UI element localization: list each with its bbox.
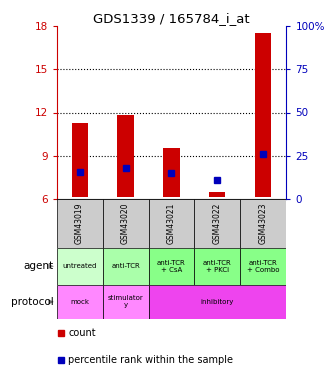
Bar — [57, 285, 103, 319]
Bar — [164, 148, 179, 197]
Text: GSM43020: GSM43020 — [121, 202, 130, 244]
Bar — [103, 199, 149, 248]
Text: agent: agent — [23, 261, 53, 271]
Bar — [103, 285, 149, 319]
Text: anti-TCR
+ PKCi: anti-TCR + PKCi — [203, 260, 232, 273]
Bar — [240, 248, 286, 285]
Title: GDS1339 / 165784_i_at: GDS1339 / 165784_i_at — [93, 12, 250, 25]
Bar — [240, 199, 286, 248]
Bar — [149, 199, 194, 248]
Text: GSM43021: GSM43021 — [167, 202, 176, 244]
Bar — [103, 248, 149, 285]
Bar — [209, 192, 225, 197]
Bar — [118, 115, 134, 197]
Text: anti-TCR
+ Combo: anti-TCR + Combo — [247, 260, 280, 273]
Bar — [72, 123, 88, 197]
Bar — [57, 248, 103, 285]
Bar — [149, 285, 286, 319]
Text: GSM43019: GSM43019 — [75, 202, 84, 244]
Text: anti-TCR
+ CsA: anti-TCR + CsA — [157, 260, 186, 273]
Bar — [194, 248, 240, 285]
Text: GSM43022: GSM43022 — [213, 202, 222, 244]
Text: mock: mock — [70, 299, 89, 305]
Bar — [149, 248, 194, 285]
Bar — [255, 33, 271, 197]
Bar — [194, 199, 240, 248]
Text: untreated: untreated — [62, 263, 97, 269]
Text: anti-TCR: anti-TCR — [111, 263, 140, 269]
Text: percentile rank within the sample: percentile rank within the sample — [68, 355, 233, 365]
Text: protocol: protocol — [11, 297, 53, 307]
Bar — [57, 199, 103, 248]
Text: GSM43023: GSM43023 — [259, 202, 268, 244]
Text: inhibitory: inhibitory — [201, 299, 234, 305]
Text: stimulator
y: stimulator y — [108, 296, 144, 308]
Text: count: count — [68, 328, 96, 339]
